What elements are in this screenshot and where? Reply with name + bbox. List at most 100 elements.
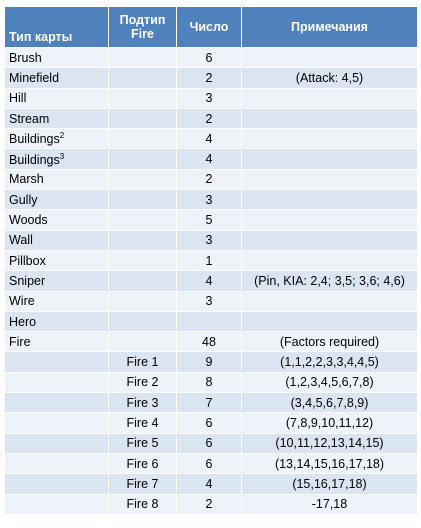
subtype-cell <box>108 270 177 292</box>
count-cell: 3 <box>176 189 242 211</box>
subtype-cell <box>108 310 177 333</box>
count-text: 6 <box>205 436 213 451</box>
superscript: 2 <box>59 131 65 141</box>
type-cell <box>4 452 109 475</box>
cards-table: Тип карты Подтип Fire Число Примечания B… <box>4 6 418 515</box>
table-row: Buildings3 4 <box>4 148 418 170</box>
header-row: Тип карты Подтип Fire Число Примечания <box>4 6 418 48</box>
count-cell: 3 <box>176 87 242 109</box>
type-text: Sniper <box>9 273 46 288</box>
count-text: 4 <box>205 273 213 288</box>
type-cell <box>4 412 109 434</box>
note-text: (10,11,12,13,14,15) <box>275 436 384 451</box>
type-cell: Pillbox <box>4 249 109 272</box>
type-cell: Fire <box>4 331 109 353</box>
subtype-cell <box>108 46 177 69</box>
subtype-cell <box>108 148 177 170</box>
note-text: (15,16,17,18) <box>292 476 367 491</box>
note-cell <box>241 310 418 333</box>
note-cell: (3,4,5,6,7,8,9) <box>241 392 418 414</box>
type-text: Brush <box>9 50 42 65</box>
type-cell <box>4 392 109 414</box>
note-cell <box>241 107 418 130</box>
type-cell: Wall <box>4 229 109 251</box>
subtype-cell <box>108 128 177 150</box>
type-cell: Brush <box>4 46 109 69</box>
header-cell: Тип карты <box>4 6 109 48</box>
type-cell: Hill <box>4 87 109 109</box>
note-text: (Factors required) <box>279 334 380 349</box>
count-text: 4 <box>205 152 213 167</box>
note-cell: (1,2,3,4,5,6,7,8) <box>241 371 418 394</box>
count-cell: 9 <box>176 351 242 373</box>
table-row: Gully 3 <box>4 189 418 211</box>
count-cell: 3 <box>176 290 242 312</box>
count-cell: 2 <box>176 493 242 515</box>
table-row: Fire 1 9 (1,1,2,2,3,3,4,4,5) <box>4 351 418 373</box>
note-cell <box>241 229 418 251</box>
type-cell <box>4 432 109 454</box>
type-cell <box>4 351 109 373</box>
subtype-cell: Fire 5 <box>108 432 177 454</box>
count-text: 6 <box>205 415 213 430</box>
count-text: 2 <box>205 497 213 512</box>
count-text: 8 <box>205 375 213 390</box>
type-cell: Wire <box>4 290 109 312</box>
subtype-cell: Fire 7 <box>108 473 177 495</box>
type-cell: Marsh <box>4 168 109 191</box>
type-text: Buildings <box>9 152 60 167</box>
type-text: Wall <box>9 233 33 248</box>
type-text: Pillbox <box>9 253 46 268</box>
count-cell: 4 <box>176 270 242 292</box>
subtype-text: Fire 5 <box>126 436 159 451</box>
count-text: 2 <box>205 172 213 187</box>
count-cell: 6 <box>176 452 242 475</box>
note-cell <box>241 189 418 211</box>
count-cell: 8 <box>176 371 242 394</box>
subtype-cell: Fire 1 <box>108 351 177 373</box>
note-text: (13,14,15,16,17,18) <box>274 456 385 471</box>
note-text: (Pin, KIA: 2,4; 3,5; 3,6; 4,6) <box>254 273 405 288</box>
count-cell: 7 <box>176 392 242 414</box>
table-row: Minefield 2 (Attack: 4,5) <box>4 67 418 89</box>
table-row: Fire 5 6 (10,11,12,13,14,15) <box>4 432 418 454</box>
type-text: Gully <box>9 192 38 207</box>
subtype-cell <box>108 290 177 312</box>
count-cell <box>176 310 242 333</box>
table-row: Fire 48 (Factors required) <box>4 331 418 353</box>
table-row: Pillbox 1 <box>4 249 418 272</box>
note-cell <box>241 290 418 312</box>
type-cell: Sniper <box>4 270 109 292</box>
subtype-text: Fire 4 <box>126 415 159 430</box>
note-cell: (7,8,9,10,11,12) <box>241 412 418 434</box>
count-text: 3 <box>205 294 213 309</box>
note-text: (1,1,2,2,3,3,4,4,5) <box>280 355 379 370</box>
subtype-text: Fire 6 <box>126 456 159 471</box>
table-row: Fire 4 6 (7,8,9,10,11,12) <box>4 412 418 434</box>
note-text: (1,2,3,4,5,6,7,8) <box>285 375 374 390</box>
subtype-cell <box>108 249 177 272</box>
count-text: 3 <box>205 91 213 106</box>
count-text: 1 <box>205 253 213 268</box>
type-cell: Minefield <box>4 67 109 89</box>
subtype-text: Fire 2 <box>126 375 159 390</box>
table-row: Hill 3 <box>4 87 418 109</box>
count-cell: 6 <box>176 46 242 69</box>
count-text: 3 <box>205 233 213 248</box>
subtype-text: Fire 8 <box>126 497 159 512</box>
count-text: 2 <box>205 70 213 85</box>
subtype-cell: Fire 2 <box>108 371 177 394</box>
type-text: Stream <box>9 111 50 126</box>
type-cell: Hero <box>4 310 109 333</box>
header-cell: Примечания <box>241 6 418 48</box>
table-row: Sniper 4 (Pin, KIA: 2,4; 3,5; 3,6; 4,6) <box>4 270 418 292</box>
count-cell: 4 <box>176 128 242 150</box>
subtype-text: Fire 1 <box>126 355 159 370</box>
subtype-cell: Fire 4 <box>108 412 177 434</box>
table-row: Wire 3 <box>4 290 418 312</box>
note-cell: (1,1,2,2,3,3,4,4,5) <box>241 351 418 373</box>
note-cell <box>241 128 418 150</box>
table-row: Marsh 2 <box>4 168 418 191</box>
type-cell: Gully <box>4 189 109 211</box>
